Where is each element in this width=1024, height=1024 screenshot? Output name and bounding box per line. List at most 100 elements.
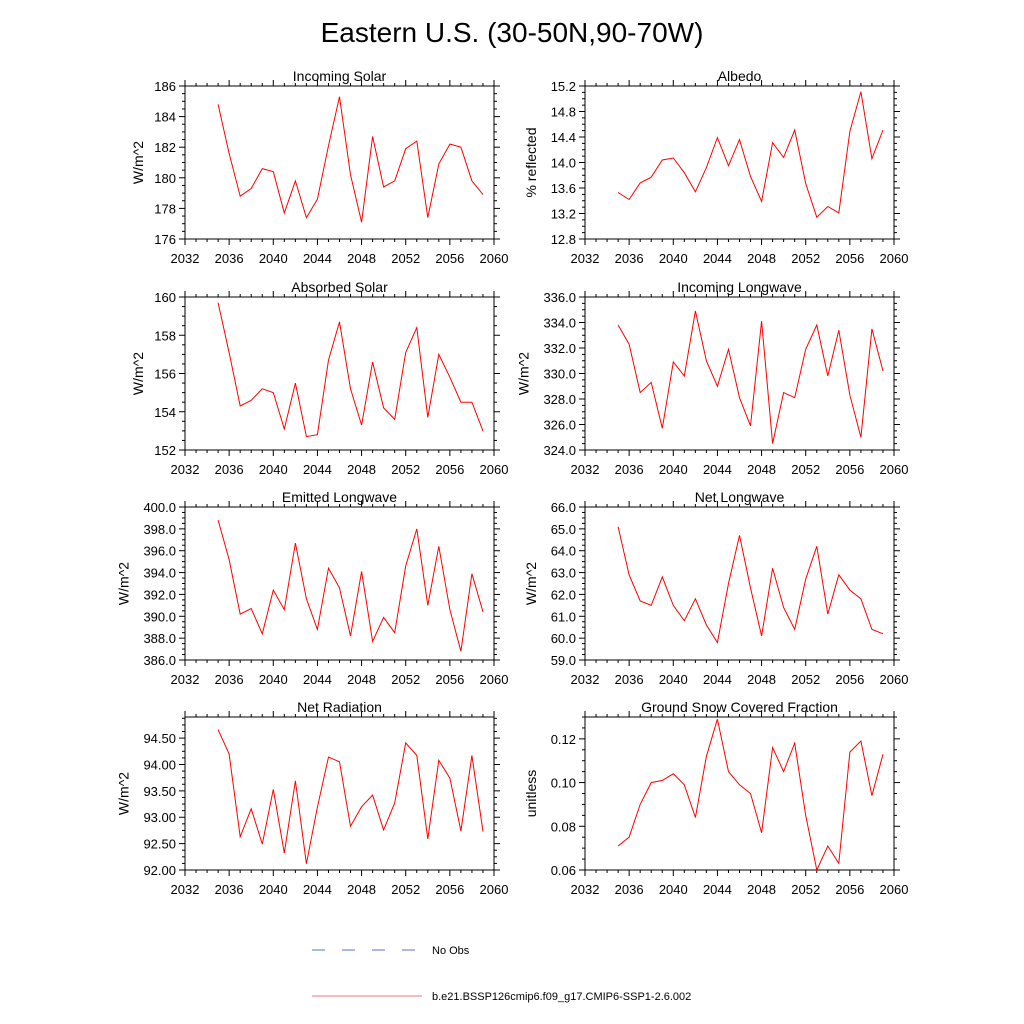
- y-tick-label: 176: [154, 232, 176, 247]
- x-tick-label: 2056: [835, 672, 864, 687]
- x-tick-label: 2056: [835, 462, 864, 477]
- x-tick-label: 2052: [391, 251, 420, 266]
- y-tick-label: 152: [154, 443, 176, 458]
- y-axis-label: W/m^2: [516, 352, 532, 395]
- y-tick-label: 180: [154, 171, 176, 186]
- y-tick-label: 62.0: [551, 587, 576, 602]
- y-tick-label: 154: [154, 405, 176, 420]
- y-tick-label: 328.0: [543, 392, 576, 407]
- x-tick-label: 2048: [347, 251, 376, 266]
- y-tick-label: 59.0: [551, 653, 576, 668]
- y-axis-label: W/m^2: [116, 562, 132, 605]
- series-line: [217, 302, 484, 438]
- y-tick-label: 326.0: [543, 418, 576, 433]
- plot-frame: [184, 506, 495, 661]
- x-tick-label: 2052: [791, 462, 820, 477]
- x-tick-label: 2052: [791, 251, 820, 266]
- x-tick-label: 2060: [880, 462, 909, 477]
- x-tick-label: 2056: [835, 882, 864, 897]
- x-tick-label: 2060: [480, 672, 509, 687]
- chart-panel-7: Net Radiation 2032 2036 2040 2044 2048 2052 205…: [116, 699, 509, 897]
- y-tick-label: 14.0: [551, 156, 576, 171]
- y-tick-label: 63.0: [551, 566, 576, 581]
- x-tick-label: 2052: [391, 882, 420, 897]
- y-tick-label: 336.0: [543, 290, 576, 305]
- y-tick-label: 390.0: [143, 609, 176, 624]
- x-tick-label: 2036: [615, 462, 644, 477]
- y-tick-label: 66.0: [551, 500, 576, 515]
- x-tick-label: 2040: [659, 462, 688, 477]
- x-tick-label: 2032: [571, 251, 600, 266]
- panel-title: Ground Snow Covered Fraction: [641, 699, 838, 715]
- panel-title: Incoming Solar: [293, 68, 387, 84]
- x-tick-label: 2060: [880, 251, 909, 266]
- x-tick-label: 2036: [215, 462, 244, 477]
- y-tick-label: 0.12: [551, 732, 576, 747]
- y-tick-label: 13.2: [551, 207, 576, 222]
- chart-panel-6: Net Longwave 2032 2036 2040 2044 2048 2052 2056…: [523, 489, 909, 687]
- y-axis-label: % reflected: [523, 127, 539, 197]
- y-tick-label: 94.00: [143, 757, 176, 772]
- figure-title: Eastern U.S. (30-50N,90-70W): [321, 17, 704, 48]
- x-tick-label: 2048: [347, 882, 376, 897]
- y-tick-label: 15.2: [551, 79, 576, 94]
- x-tick-label: 2060: [480, 882, 509, 897]
- x-tick-label: 2036: [215, 251, 244, 266]
- x-tick-label: 2032: [171, 672, 200, 687]
- y-tick-label: 14.4: [551, 130, 576, 145]
- x-tick-label: 2036: [615, 672, 644, 687]
- x-tick-label: 2048: [747, 672, 776, 687]
- y-tick-label: 92.00: [143, 863, 176, 878]
- y-tick-label: 64.0: [551, 544, 576, 559]
- y-tick-label: 160: [154, 290, 176, 305]
- y-axis-label: W/m^2: [130, 141, 146, 184]
- x-tick-label: 2040: [259, 251, 288, 266]
- x-tick-label: 2048: [347, 672, 376, 687]
- x-tick-label: 2052: [791, 882, 820, 897]
- y-tick-label: 388.0: [143, 631, 176, 646]
- x-tick-label: 2044: [303, 672, 332, 687]
- x-tick-label: 2040: [259, 672, 288, 687]
- x-tick-label: 2040: [259, 462, 288, 477]
- x-tick-label: 2044: [703, 251, 732, 266]
- y-tick-label: 0.10: [551, 776, 576, 791]
- plot-frame: [184, 716, 495, 871]
- plot-frame: [584, 716, 895, 871]
- x-tick-label: 2056: [435, 462, 464, 477]
- y-tick-label: 334.0: [543, 316, 576, 331]
- y-tick-label: 330.0: [543, 367, 576, 382]
- series-line: [617, 526, 884, 644]
- x-tick-label: 2044: [303, 251, 332, 266]
- x-tick-label: 2032: [571, 462, 600, 477]
- x-tick-label: 2048: [347, 462, 376, 477]
- y-axis-label: W/m^2: [116, 772, 132, 815]
- chart-panel-5: Emitted Longwave 2032 2036 2040 2044 2048 2052…: [116, 489, 509, 687]
- x-tick-label: 2044: [703, 462, 732, 477]
- x-tick-label: 2032: [171, 882, 200, 897]
- y-tick-label: 332.0: [543, 341, 576, 356]
- x-tick-label: 2036: [215, 882, 244, 897]
- y-tick-label: 400.0: [143, 500, 176, 515]
- series-line: [217, 96, 484, 223]
- chart-panel-1: Incoming Solar 2032 2036 2040 2044 2048 2052 20…: [130, 68, 508, 266]
- x-tick-label: 2032: [171, 251, 200, 266]
- y-tick-label: 386.0: [143, 653, 176, 668]
- y-tick-label: 0.08: [551, 819, 576, 834]
- y-tick-label: 184: [154, 110, 176, 125]
- series-line: [617, 91, 884, 219]
- x-tick-label: 2060: [480, 462, 509, 477]
- x-tick-label: 2052: [391, 462, 420, 477]
- y-tick-label: 0.06: [551, 863, 576, 878]
- y-tick-label: 93.00: [143, 810, 176, 825]
- y-tick-label: 396.0: [143, 544, 176, 559]
- x-tick-label: 2040: [659, 251, 688, 266]
- x-tick-label: 2048: [747, 251, 776, 266]
- y-tick-label: 94.50: [143, 731, 176, 746]
- x-tick-label: 2048: [747, 462, 776, 477]
- x-tick-label: 2056: [435, 882, 464, 897]
- x-tick-label: 2040: [659, 672, 688, 687]
- chart-panel-8: Ground Snow Covered Fraction 2032 2036 2040…: [523, 699, 909, 897]
- y-tick-label: 394.0: [143, 566, 176, 581]
- x-tick-label: 2052: [391, 672, 420, 687]
